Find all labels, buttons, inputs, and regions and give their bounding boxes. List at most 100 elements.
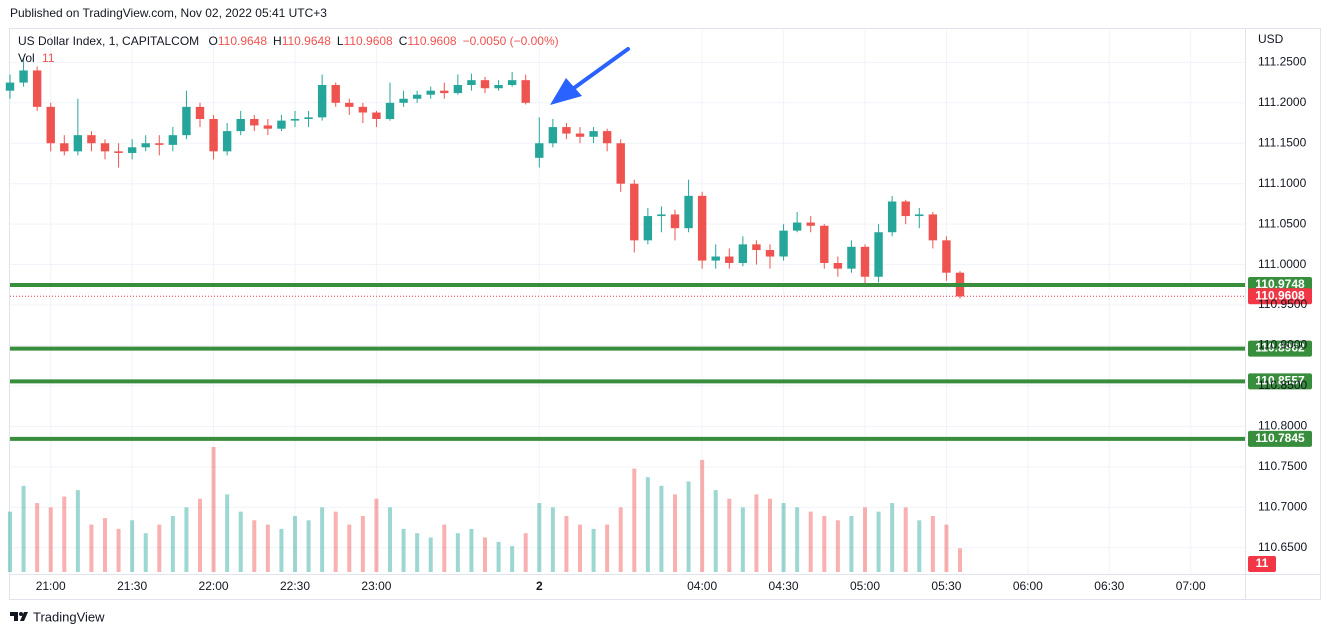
volume-value: 11 [42, 51, 55, 65]
candle-body [670, 214, 680, 229]
candle-body [684, 195, 693, 229]
symbol-legend: US Dollar Index, 1, CAPITALCOM O110.9648… [18, 34, 559, 48]
candle-body [277, 120, 286, 129]
x-tick-label: 04:30 [769, 579, 799, 593]
last-volume-tag [1248, 556, 1276, 572]
volume-bar [388, 507, 392, 572]
volume-bar [198, 498, 202, 572]
candle-body [738, 244, 748, 263]
x-tick-label: 23:00 [361, 579, 391, 593]
volume-bar [808, 511, 813, 572]
volume-bar [75, 490, 80, 572]
candle-body [358, 106, 368, 113]
volume-bar [930, 515, 935, 572]
volume-bar [89, 524, 94, 572]
candle-body [290, 118, 300, 121]
ohlc-value: 110.9648 [218, 34, 267, 48]
candle-body [602, 131, 612, 144]
level-tag [1248, 373, 1312, 390]
volume-bar [754, 494, 759, 572]
volume-bar [564, 515, 569, 572]
volume-bar [523, 533, 528, 572]
candle-body [372, 112, 381, 119]
volume-bar [591, 528, 596, 572]
y-tick-label: 110.9000 [1258, 338, 1307, 352]
level-tag [1248, 340, 1312, 357]
candle-body [792, 222, 802, 231]
chart-frame [9, 28, 1321, 600]
volume-bar [21, 485, 26, 572]
candle-body [820, 225, 829, 263]
candle-body [562, 127, 571, 134]
candle-body [195, 106, 205, 119]
candle-body [19, 70, 28, 83]
volume-bar [35, 503, 40, 572]
candle-body [263, 125, 273, 129]
volume-bar [170, 515, 175, 572]
candle-body [575, 133, 585, 137]
volume-bar [822, 515, 827, 572]
level-label: 110.8557 [1255, 374, 1305, 388]
last-price-label: 110.9608 [1255, 288, 1305, 302]
volume-bar [659, 485, 664, 572]
candle-body [60, 143, 69, 152]
axes: 111.2500 111.2000 111.1500 111.1000 111.0500… [36, 55, 1308, 594]
ohlc-value: 110.9648 [282, 34, 331, 48]
volume-bar [48, 507, 53, 572]
x-tick-label: 06:30 [1094, 579, 1124, 593]
x-tick-label: 2 [536, 579, 543, 593]
candle-body [697, 195, 707, 261]
volume-bar [130, 520, 135, 572]
volume-key: Vol [18, 51, 35, 65]
x-tick-label: 22:00 [199, 579, 229, 593]
ohlc-key: C [399, 34, 408, 48]
volume-bar [415, 533, 420, 572]
volume-bar [835, 520, 840, 572]
volume-bar [116, 528, 121, 572]
candle-body [73, 135, 83, 152]
volume-bar [333, 511, 338, 572]
candle-body [535, 143, 544, 158]
x-tick-label: 05:00 [850, 579, 880, 593]
volume-bar [578, 524, 582, 572]
candle-body [345, 102, 354, 107]
volume-bar [401, 528, 406, 572]
currency: USD [1258, 32, 1284, 46]
ohlc-key: L [337, 34, 344, 48]
candle-body [942, 240, 951, 273]
candle-body [507, 80, 517, 86]
y-tick-label: 110.7000 [1258, 499, 1307, 513]
candle-body [236, 118, 245, 132]
y-tick-label: 110.8000 [1258, 419, 1307, 433]
volume-bar [238, 511, 243, 572]
y-tick-label: 111.1000 [1258, 176, 1307, 190]
candle-body [250, 118, 259, 126]
last-price-tag [1248, 288, 1312, 305]
candle-body [860, 246, 870, 277]
x-tick-label: 21:30 [117, 579, 147, 593]
y-tick-label: 110.6500 [1258, 540, 1307, 554]
volume-bar [320, 507, 325, 572]
y-tick-label: 110.7500 [1258, 459, 1307, 473]
volume-bar [8, 511, 12, 572]
candle-body [440, 90, 449, 94]
volume-bar [632, 468, 637, 572]
volume-bar [360, 515, 365, 572]
candle-body [182, 106, 191, 136]
footer: TradingView [10, 609, 105, 624]
volume-bar [740, 507, 745, 572]
candle-body [331, 85, 340, 103]
candle-body [752, 244, 761, 251]
candle-body [168, 135, 178, 145]
ohlc-value: 110.9608 [344, 34, 393, 48]
x-tick-label: 04:00 [687, 579, 717, 593]
candle-body [114, 151, 123, 153]
change: −0.0050 (−0.00%) [463, 34, 559, 48]
y-tick-label: 111.2000 [1258, 95, 1307, 109]
candle-body [304, 117, 313, 119]
volume-bar [645, 477, 650, 572]
candle-body [765, 250, 775, 257]
candle-body [901, 201, 910, 217]
volume-bar [795, 507, 800, 572]
published-note: Published on TradingView.com, Nov 02, 20… [10, 6, 327, 20]
